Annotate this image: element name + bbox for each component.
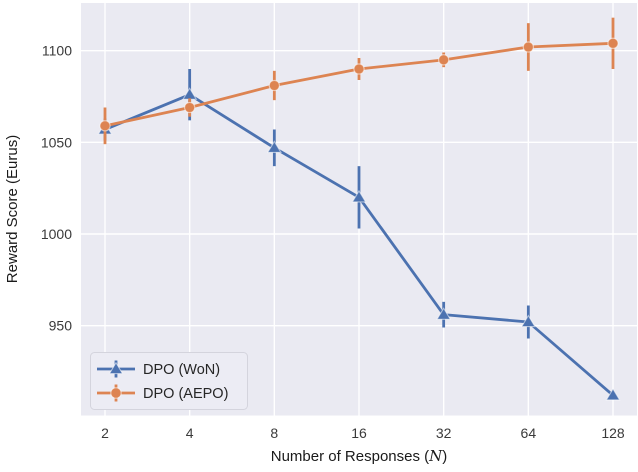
circle-marker-icon [353,63,365,75]
x-tick-label: 64 [521,425,537,441]
y-tick-labels: 950 1000 1050 1100 [41,43,72,334]
circle-marker-icon [99,120,111,132]
x-axis-title: Number of Responses (N) [271,447,448,465]
x-tick-labels: 2 4 8 16 32 64 128 [101,425,625,441]
circle-marker-icon [268,79,280,92]
y-tick-label: 1100 [42,43,72,59]
triangle-marker-icon [351,189,367,203]
x-tick-label: 8 [270,425,278,441]
y-tick-label: 1050 [41,134,72,150]
triangle-marker-icon [108,361,124,375]
y-tick-label: 950 [49,318,73,334]
triangle-marker-icon [605,387,621,401]
triangle-marker-icon [520,314,536,328]
x-tick-label: 32 [436,425,452,441]
legend-label-dpo-aepo: DPO (AEPO) [143,386,228,402]
legend-label-dpo-won: DPO (WoN) [143,362,220,378]
triangle-marker-icon [266,140,282,153]
legend-entry-dpo-aepo: DPO (AEPO) [97,384,228,402]
circle-marker-icon [607,37,619,49]
circle-marker-icon [438,54,450,66]
x-tick-label: 2 [101,425,109,441]
legend: DPO (WoN) DPO (AEPO) [90,352,248,410]
x-tick-label: 16 [351,425,367,441]
triangle-marker-icon [436,307,452,320]
y-axis-title: Reward Score (Eurus) [4,135,21,283]
series-dpo-aepo- [99,17,619,145]
x-axis-title-text: Number of Responses ( [271,448,429,465]
data-series [97,17,621,401]
series-dpo-won- [97,69,621,401]
circle-marker-icon [110,387,122,399]
y-tick-label: 1000 [41,226,72,242]
legend-box [90,352,248,410]
circle-marker-icon [184,101,196,114]
x-tick-label: 128 [601,425,625,441]
x-tick-label: 4 [186,425,194,441]
circle-marker-icon [522,41,534,53]
legend-entry-dpo-won: DPO (WoN) [97,360,220,378]
x-axis-title-close: ) [442,448,447,465]
x-axis-title-variable: N [428,447,443,465]
